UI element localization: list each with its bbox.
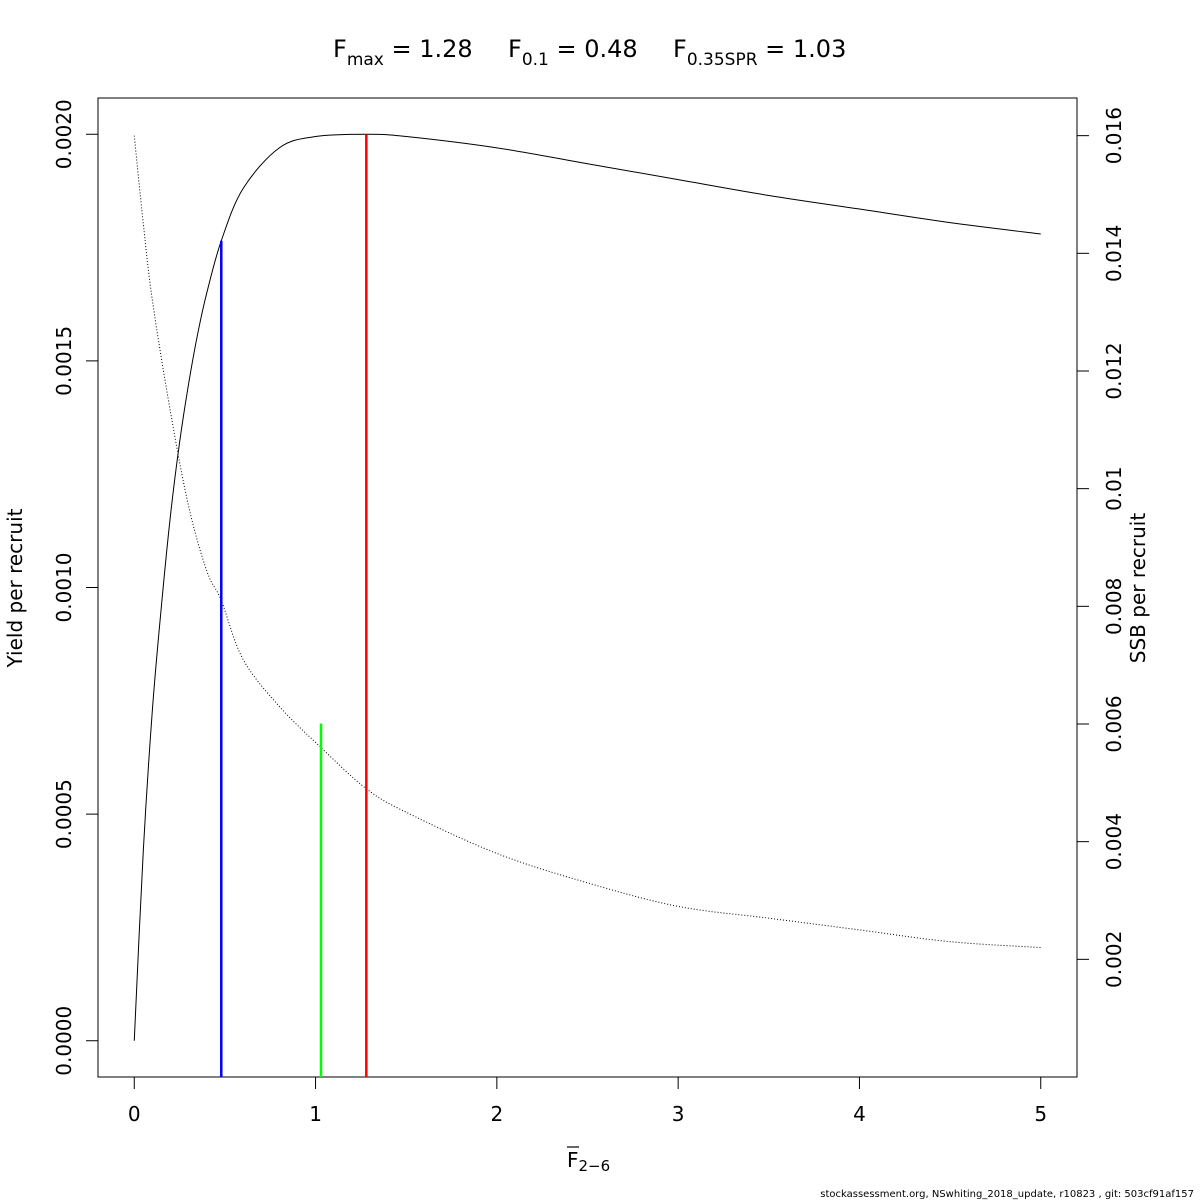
y-left-tick-label: 0.0010 — [52, 553, 76, 623]
title-f01: F0.1 = 0.48 — [508, 35, 638, 70]
x-tick-label: 2 — [490, 1102, 503, 1126]
x-tick-label: 4 — [853, 1102, 866, 1126]
ssb-per-recruit-line — [133, 135, 1041, 949]
y-left-tick-label: 0.0015 — [52, 326, 76, 396]
x-tick-label: 0 — [128, 1102, 141, 1126]
y-right-tick-label: 0.004 — [1102, 813, 1126, 870]
y-right-tick-label: 0.014 — [1102, 225, 1126, 282]
x-tick-label: 1 — [309, 1102, 322, 1126]
y-right-tick-label: 0.008 — [1102, 578, 1126, 635]
x-axis-title-text: F2−6 — [567, 1148, 610, 1175]
y-right-axis-title: SSB per recruit — [1126, 513, 1150, 664]
y-left-tick-label: 0.0020 — [52, 99, 76, 169]
reference-lines — [220, 134, 368, 1077]
chart-title: Fmax = 1.28 F0.1 = 0.48 F0.35SPR = 1.03 — [333, 35, 846, 70]
x-tick-label: 3 — [672, 1102, 685, 1126]
y-left-tick-label: 0.0005 — [52, 779, 76, 849]
y-right-tick-label: 0.012 — [1102, 342, 1126, 399]
y-right-tick-label: 0.002 — [1102, 931, 1126, 988]
title-f035spr: F0.35SPR = 1.03 — [673, 35, 846, 70]
yield-per-recruit-line — [133, 133, 1041, 1041]
x-axis: 0 1 2 3 4 5 — [128, 1077, 1047, 1126]
y-left-tick-label: 0.0000 — [52, 1006, 76, 1076]
title-fmax: Fmax = 1.28 — [333, 35, 473, 70]
series-layer — [133, 133, 1041, 1041]
x-axis-title: F2−6 — [567, 1146, 610, 1175]
x-tick-label: 5 — [1034, 1102, 1047, 1126]
left-y-axis: 0.0000 0.0005 0.0010 0.0015 0.0020 — [52, 99, 98, 1076]
y-right-tick-label: 0.016 — [1102, 107, 1126, 164]
footer-credit: stockassessment.org, NSwhiting_2018_upda… — [820, 1189, 1194, 1200]
right-y-axis: 0.002 0.004 0.006 0.008 0.01 0.012 0.014 0.016 — [1077, 107, 1126, 988]
plot-frame — [97, 97, 1078, 1078]
y-right-tick-label: 0.006 — [1102, 695, 1126, 752]
y-right-tick-label: 0.01 — [1102, 466, 1126, 511]
y-left-axis-title: Yield per recruit — [3, 508, 27, 668]
